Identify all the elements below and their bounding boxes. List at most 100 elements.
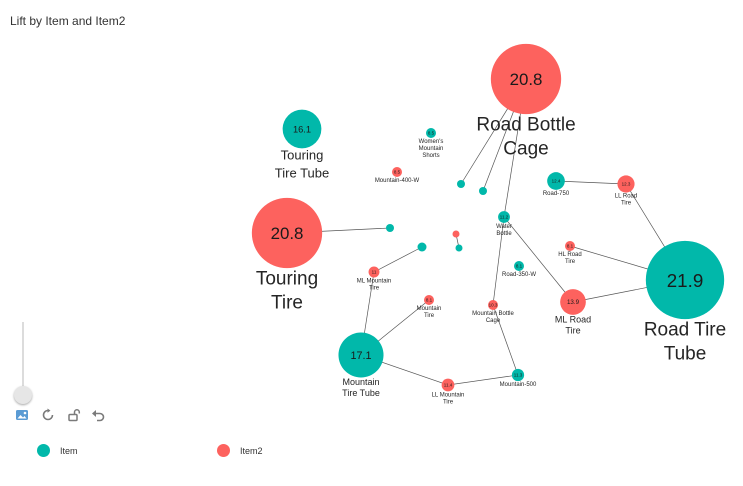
undo-icon[interactable] bbox=[91, 408, 105, 422]
node-value-road-bottle-cage: 20.8 bbox=[510, 70, 543, 89]
node-circle-touring-tire-tube[interactable] bbox=[282, 109, 322, 149]
node-label-ll-road-tire-line-2: Tire bbox=[621, 201, 632, 207]
edge-road-750-to-ll-road-tire bbox=[555, 180, 627, 185]
node-label-mountain-tire-line-2: Tire bbox=[424, 313, 435, 319]
node-circle-sm-item-e[interactable] bbox=[455, 244, 463, 252]
legend-item-item2[interactable]: Item2 bbox=[217, 444, 263, 457]
edge-ml-mountain-tire-to-sm-item-d bbox=[373, 246, 423, 273]
node-circle-mountain-bottle-cage[interactable] bbox=[488, 300, 498, 310]
node-label-water-bottle-line-1: Water bbox=[496, 224, 512, 230]
node-road-tire-tube[interactable]: 21.9 Road Tire Tube bbox=[644, 240, 726, 364]
node-label-touring-tire-tube-line-1: Touring bbox=[281, 147, 324, 162]
node-label-touring-tire-line-1: Touring bbox=[256, 268, 318, 289]
node-label-ll-mountain-tire-line-2: Tire bbox=[443, 400, 454, 406]
node-circle-ll-road-tire[interactable] bbox=[617, 175, 635, 193]
node-circle-water-bottle[interactable] bbox=[498, 211, 510, 223]
image-icon[interactable] bbox=[15, 408, 29, 422]
node-circle-womens-mountain-shorts[interactable] bbox=[426, 128, 436, 138]
legend-item-item[interactable]: Item bbox=[37, 444, 78, 457]
node-road-750[interactable]: 12.4 Road-750 bbox=[543, 172, 570, 197]
node-circle-sm-item-c[interactable] bbox=[386, 224, 394, 232]
node-sm-item-d[interactable] bbox=[417, 242, 427, 252]
node-circle-road-350-w[interactable] bbox=[514, 261, 524, 271]
node-label-road-750-line-1: Road-750 bbox=[543, 191, 570, 197]
node-circle-road-bottle-cage[interactable] bbox=[490, 43, 562, 115]
node-sm-item-a[interactable] bbox=[457, 180, 465, 188]
node-label-touring-tire-line-2: Tire bbox=[271, 292, 303, 313]
node-touring-tire-tube[interactable]: 16.1 Touring Tire Tube bbox=[275, 109, 329, 181]
node-sm-item-e[interactable] bbox=[455, 244, 463, 252]
edge-water-bottle-to-ml-road-tire bbox=[503, 216, 574, 303]
node-circle-hl-road-tire[interactable] bbox=[565, 241, 575, 251]
node-circle-sm-item-b[interactable] bbox=[479, 187, 487, 195]
node-sm-item-c[interactable] bbox=[386, 224, 394, 232]
node-label-ll-road-tire-line-1: LL Road bbox=[615, 194, 637, 200]
edge-water-bottle-to-mountain-bottle-cage bbox=[492, 216, 505, 306]
node-label-water-bottle-line-2: Bottle bbox=[496, 231, 512, 237]
node-circle-mountain-400-w[interactable] bbox=[392, 167, 402, 177]
node-sm-item2-a[interactable] bbox=[452, 230, 460, 238]
node-value-hl-road-tire: 8.1 bbox=[567, 244, 574, 249]
node-value-ml-mountain-tire: 11 bbox=[372, 270, 377, 275]
node-label-mountain-tire-tube-line-1: Mountain bbox=[342, 377, 379, 387]
node-label-ml-mountain-tire-line-1: ML Mountain bbox=[357, 279, 391, 285]
node-label-hl-road-tire-line-1: HL Road bbox=[558, 252, 581, 258]
edge-mountain-bottle-cage-to-mountain-500 bbox=[492, 304, 519, 376]
node-circle-touring-tire[interactable] bbox=[251, 197, 323, 269]
node-circle-mountain-500[interactable] bbox=[511, 368, 525, 382]
node-label-mountain-400-w-line-1: Mountain-400-W bbox=[375, 178, 420, 184]
zoom-slider-handle[interactable] bbox=[14, 386, 32, 404]
node-label-hl-road-tire-line-2: Tire bbox=[565, 259, 576, 265]
node-value-womens-mountain-shorts: 8.5 bbox=[428, 131, 435, 136]
node-label-womens-mountain-shorts-line-1: Women's bbox=[419, 139, 444, 145]
zoom-slider-track[interactable] bbox=[22, 322, 24, 392]
node-value-mountain-400-w: 8.5 bbox=[394, 170, 401, 175]
node-circle-ml-road-tire[interactable] bbox=[560, 289, 586, 315]
node-touring-tire[interactable]: 20.8 Touring Tire bbox=[251, 197, 323, 313]
node-circle-road-tire-tube[interactable] bbox=[645, 240, 725, 320]
node-circle-mountain-tire[interactable] bbox=[424, 295, 434, 305]
node-value-ml-road-tire: 13.9 bbox=[567, 299, 580, 306]
node-mountain-500[interactable]: 11.3 Mountain-500 bbox=[500, 368, 537, 388]
refresh-icon[interactable] bbox=[41, 408, 55, 422]
node-circle-mountain-tire-tube[interactable] bbox=[338, 332, 384, 378]
node-circle-sm-item-a[interactable] bbox=[457, 180, 465, 188]
node-value-touring-tire: 20.8 bbox=[271, 224, 304, 243]
node-value-mountain-bottle-cage: 10.3 bbox=[489, 303, 498, 308]
node-label-ml-road-tire-line-2: Tire bbox=[565, 326, 580, 336]
node-value-road-tire-tube: 21.9 bbox=[667, 270, 704, 291]
unlock-icon[interactable] bbox=[67, 408, 81, 422]
node-mountain-400-w[interactable]: 8.5 Mountain-400-W bbox=[375, 167, 420, 184]
node-value-mountain-500: 11.3 bbox=[514, 373, 523, 378]
edge-mountain-500-to-ll-mountain-tire bbox=[447, 374, 519, 386]
node-label-mountain-bottle-cage-line-1: Mountain Bottle bbox=[472, 311, 514, 317]
node-label-mountain-500-line-1: Mountain-500 bbox=[500, 382, 537, 388]
legend-marker bbox=[217, 444, 230, 457]
node-circle-sm-item-d[interactable] bbox=[417, 242, 427, 252]
node-sm-item-b[interactable] bbox=[479, 187, 487, 195]
node-label-mountain-tire-line-1: Mountain bbox=[417, 306, 442, 312]
node-value-mountain-tire: 8.1 bbox=[426, 298, 433, 303]
node-circle-road-750[interactable] bbox=[547, 172, 565, 190]
legend-label: Item2 bbox=[240, 445, 263, 456]
node-label-mountain-bottle-cage-line-2: Cage bbox=[486, 318, 501, 324]
chart-title: Lift by Item and Item2 bbox=[10, 14, 126, 28]
node-circle-ml-mountain-tire[interactable] bbox=[368, 266, 380, 278]
node-road-350-w[interactable]: 8.1 Road-350-W bbox=[502, 261, 536, 278]
node-circle-sm-item2-a[interactable] bbox=[452, 230, 460, 238]
node-label-road-350-w-line-1: Road-350-W bbox=[502, 272, 536, 278]
node-circle-ll-mountain-tire[interactable] bbox=[441, 378, 455, 392]
node-road-bottle-cage[interactable]: 20.8 Road Bottle Cage bbox=[476, 43, 576, 159]
